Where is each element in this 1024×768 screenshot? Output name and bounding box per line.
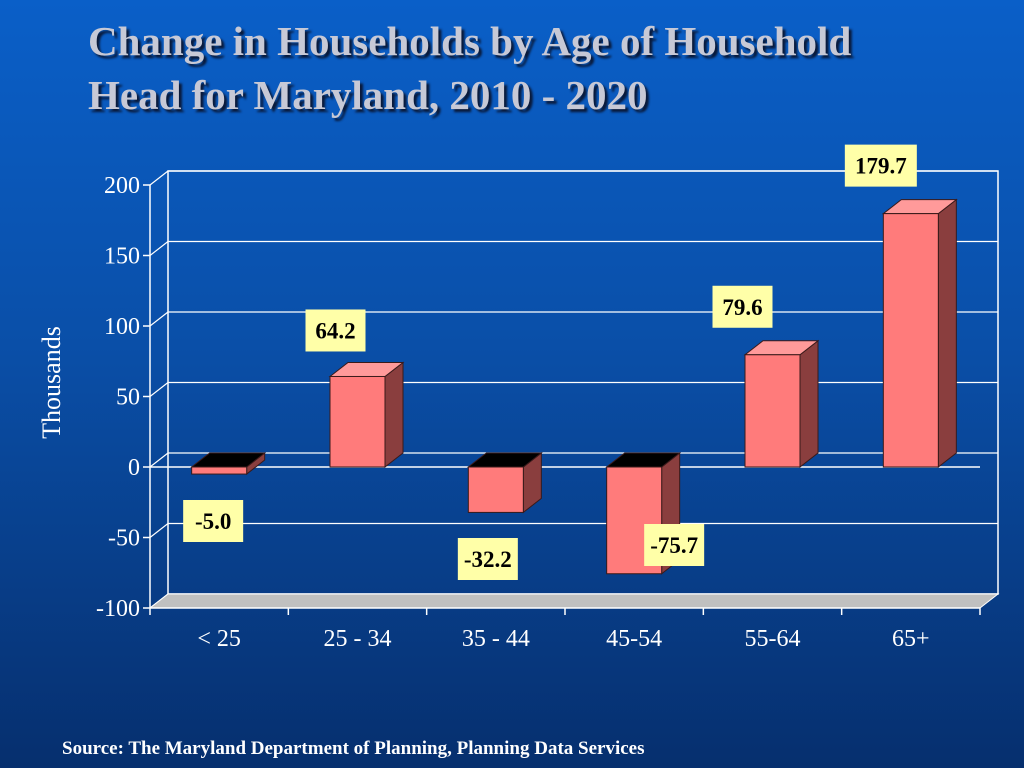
y-tick-label: -50 xyxy=(108,526,140,552)
gridline-side xyxy=(149,170,169,186)
x-tick-label: 45-54 xyxy=(606,626,662,652)
bar xyxy=(744,354,801,468)
gridline-side xyxy=(149,241,169,256)
data-label-box xyxy=(644,524,705,566)
data-label: -75.7 xyxy=(650,533,698,558)
data-label: -32.2 xyxy=(464,547,512,572)
x-tick-label: 65+ xyxy=(892,626,930,652)
chart-floor xyxy=(148,593,1000,609)
bar-side xyxy=(384,361,404,469)
y-axis-label: Thousands xyxy=(37,326,66,439)
bar xyxy=(191,466,248,475)
data-label-box xyxy=(305,309,366,352)
gridline-side xyxy=(149,523,169,538)
data-label: 179.7 xyxy=(855,154,907,179)
data-label: 79.6 xyxy=(722,295,762,320)
data-label: 64.2 xyxy=(315,318,355,343)
title-line-2: Head for Maryland, 2010 - 2020 xyxy=(88,72,648,118)
data-label-box xyxy=(457,538,518,580)
source-note: Source: The Maryland Department of Plann… xyxy=(62,738,645,759)
y-tick-label: 100 xyxy=(104,314,140,340)
data-label: -5.0 xyxy=(195,509,231,534)
x-tick-label: 25 - 34 xyxy=(324,626,392,652)
bar-side xyxy=(799,339,819,469)
x-tick-label: < 25 xyxy=(197,626,241,652)
bar xyxy=(882,213,939,468)
bar-side xyxy=(937,198,957,469)
title-line-1: Change in Households by Age of Household xyxy=(88,18,852,64)
data-label-box xyxy=(844,144,917,187)
bar xyxy=(467,466,524,513)
gridline-side xyxy=(149,311,169,327)
x-tick-label: 35 - 44 xyxy=(462,626,530,652)
x-tick-label: 55-64 xyxy=(745,626,801,652)
y-tick-label: 0 xyxy=(128,455,140,481)
gridline-side xyxy=(149,452,169,468)
y-tick-label: 200 xyxy=(104,173,140,199)
chart-title: Change in Households by Age of Household… xyxy=(88,14,988,122)
y-tick-label: 50 xyxy=(116,385,140,411)
y-tick-label: 150 xyxy=(104,244,140,270)
data-label-box xyxy=(183,500,244,542)
y-tick-label: -100 xyxy=(96,596,140,622)
data-label-box xyxy=(712,285,773,328)
gridline-side xyxy=(149,382,169,397)
bar xyxy=(329,375,386,468)
